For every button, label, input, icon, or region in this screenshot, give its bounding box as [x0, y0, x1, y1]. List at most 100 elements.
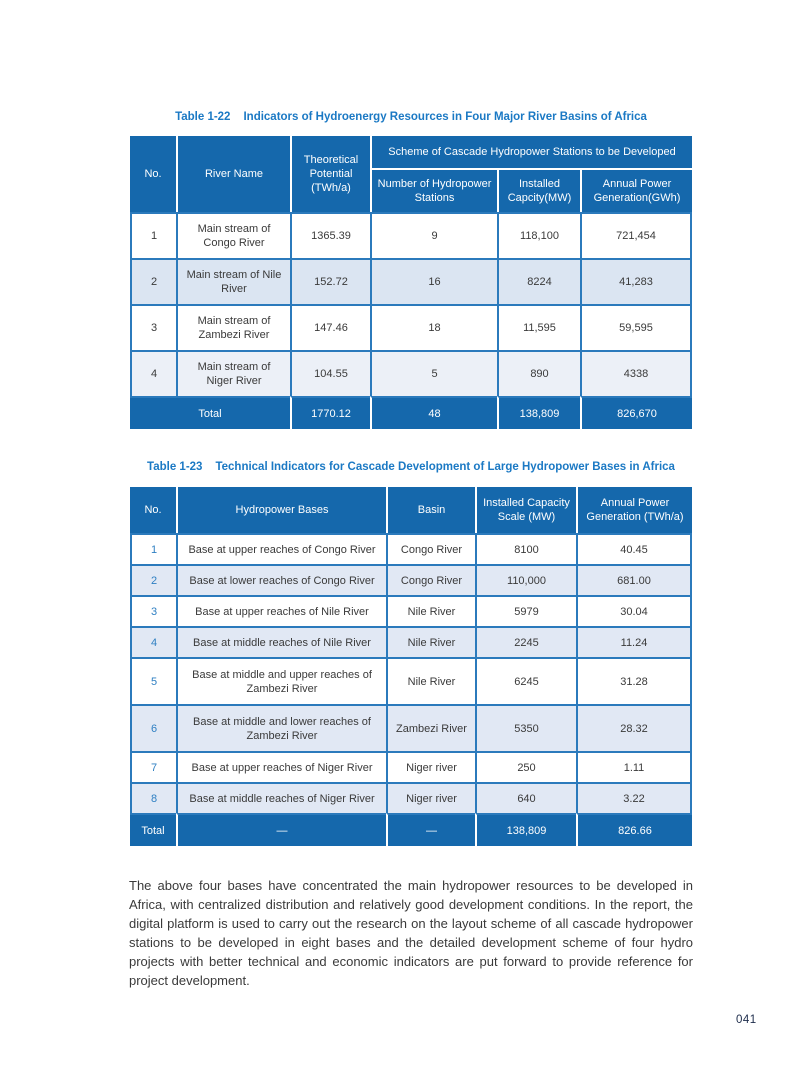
page-number: 041 — [736, 1014, 757, 1026]
table-cell: Base at upper reaches of Niger River — [176, 751, 386, 782]
table-cell: 138,809 — [475, 813, 576, 846]
table-cell: 138,809 — [497, 396, 580, 429]
table-cell: 5350 — [475, 704, 576, 751]
table-cell: 28.32 — [576, 704, 692, 751]
table-cell: Main stream of Nile River — [176, 258, 290, 304]
table-cell: Main stream of Niger River — [176, 350, 290, 396]
table-cell: Niger river — [386, 751, 475, 782]
table-cell: 721,454 — [580, 212, 692, 258]
table-cell: 3 — [130, 595, 176, 626]
table-cell: 152.72 — [290, 258, 370, 304]
table-cell: 18 — [370, 304, 497, 350]
table-cell: 681.00 — [576, 564, 692, 595]
table-cell: Congo River — [386, 564, 475, 595]
table-cell: 5 — [370, 350, 497, 396]
column-header-no: No. — [130, 487, 176, 533]
table-cell: 9 — [370, 212, 497, 258]
table-cell: Nile River — [386, 595, 475, 626]
table-1-23: No. Hydropower Bases Basin Installed Cap… — [130, 487, 692, 846]
table-cell: 4338 — [580, 350, 692, 396]
table-row: 1 Base at upper reaches of Congo River C… — [130, 533, 692, 564]
table-cell: 41,283 — [580, 258, 692, 304]
column-header-river-name: River Name — [176, 136, 290, 212]
table-row: 4 Main stream of Niger River 104.55 5 89… — [130, 350, 692, 396]
table-cell: Zambezi River — [386, 704, 475, 751]
table-row: 4 Base at middle reaches of Nile River N… — [130, 626, 692, 657]
table-cell: 3 — [130, 304, 176, 350]
table-1-22: No. River Name Theoretical Potential (TW… — [130, 136, 692, 429]
table-cell: 826,670 — [580, 396, 692, 429]
table-cell: 31.28 — [576, 657, 692, 704]
table-total-row: Total 1770.12 48 138,809 826,670 — [130, 396, 692, 429]
table-row: 7 Base at upper reaches of Niger River N… — [130, 751, 692, 782]
table-cell: 110,000 — [475, 564, 576, 595]
table-row: 6 Base at middle and lower reaches of Za… — [130, 704, 692, 751]
table-cell: 8 — [130, 782, 176, 813]
table-cell: 6 — [130, 704, 176, 751]
table-1-23-title: Table 1-23 Technical Indicators for Casca… — [130, 461, 692, 473]
table-cell: 2245 — [475, 626, 576, 657]
table-cell: Main stream of Zambezi River — [176, 304, 290, 350]
table-cell: 4 — [130, 626, 176, 657]
table-cell: 30.04 — [576, 595, 692, 626]
column-header-basin: Basin — [386, 487, 475, 533]
table-cell: 11,595 — [497, 304, 580, 350]
table-cell: Main stream of Congo River — [176, 212, 290, 258]
table-cell: 104.55 — [290, 350, 370, 396]
table-cell: 1 — [130, 533, 176, 564]
table-cell: 118,100 — [497, 212, 580, 258]
table-cell: Base at upper reaches of Nile River — [176, 595, 386, 626]
table-cell: 5979 — [475, 595, 576, 626]
column-header-annual-generation: Annual Power Generation(GWh) — [580, 168, 692, 212]
table-cell: 2 — [130, 258, 176, 304]
column-header-installed-capacity: Installed Capcity(MW) — [497, 168, 580, 212]
table-1-23-header: No. Hydropower Bases Basin Installed Cap… — [130, 487, 692, 533]
table-cell: Base at lower reaches of Congo River — [176, 564, 386, 595]
table-cell: 7 — [130, 751, 176, 782]
table-1-22-title: Table 1-22 Indicators of Hydroenergy Reso… — [130, 111, 692, 123]
table-cell: 8100 — [475, 533, 576, 564]
table-cell: 147.46 — [290, 304, 370, 350]
table-row: 1 Main stream of Congo River 1365.39 9 1… — [130, 212, 692, 258]
table-cell: 640 — [475, 782, 576, 813]
table-cell: Base at middle reaches of Nile River — [176, 626, 386, 657]
table-cell: 1.11 — [576, 751, 692, 782]
table-cell: Base at upper reaches of Congo River — [176, 533, 386, 564]
table-cell: 40.45 — [576, 533, 692, 564]
table-cell: 1 — [130, 212, 176, 258]
table-cell: 3.22 — [576, 782, 692, 813]
table-cell: 2 — [130, 564, 176, 595]
column-header-capacity: Installed Capacity Scale (MW) — [475, 487, 576, 533]
total-label: Total — [130, 813, 176, 846]
table-cell: 4 — [130, 350, 176, 396]
column-header-generation: Annual Power Generation (TWh/a) — [576, 487, 692, 533]
column-header-num-stations: Number of Hydropower Stations — [370, 168, 497, 212]
total-label: Total — [130, 396, 290, 429]
table-1-22-title-text: Indicators of Hydroenergy Resources in F… — [243, 111, 647, 123]
table-1-23-title-text: Technical Indicators for Cascade Develop… — [215, 461, 675, 473]
table-1-22-header: No. River Name Theoretical Potential (TW… — [130, 136, 692, 212]
table-row: 2 Base at lower reaches of Congo River C… — [130, 564, 692, 595]
table-cell: — — [176, 813, 386, 846]
column-header-theoretical-potential: Theoretical Potential (TWh/a) — [290, 136, 370, 212]
table-1-23-title-label: Table 1-23 — [147, 461, 203, 473]
table-cell: Nile River — [386, 626, 475, 657]
table-cell: 1365.39 — [290, 212, 370, 258]
table-cell: 6245 — [475, 657, 576, 704]
table-cell: 1770.12 — [290, 396, 370, 429]
table-cell: Nile River — [386, 657, 475, 704]
table-cell: 826.66 — [576, 813, 692, 846]
column-header-bases: Hydropower Bases — [176, 487, 386, 533]
table-cell: 890 — [497, 350, 580, 396]
column-header-scheme-group: Scheme of Cascade Hydropower Stations to… — [370, 136, 692, 168]
table-cell: Congo River — [386, 533, 475, 564]
table-cell: Base at middle reaches of Niger River — [176, 782, 386, 813]
table-row: 3 Base at upper reaches of Nile River Ni… — [130, 595, 692, 626]
table-cell: 16 — [370, 258, 497, 304]
table-total-row: Total — — 138,809 826.66 — [130, 813, 692, 846]
body-paragraph: The above four bases have concentrated t… — [129, 878, 693, 988]
table-cell: — — [386, 813, 475, 846]
table-cell: 48 — [370, 396, 497, 429]
table-row: 8 Base at middle reaches of Niger River … — [130, 782, 692, 813]
